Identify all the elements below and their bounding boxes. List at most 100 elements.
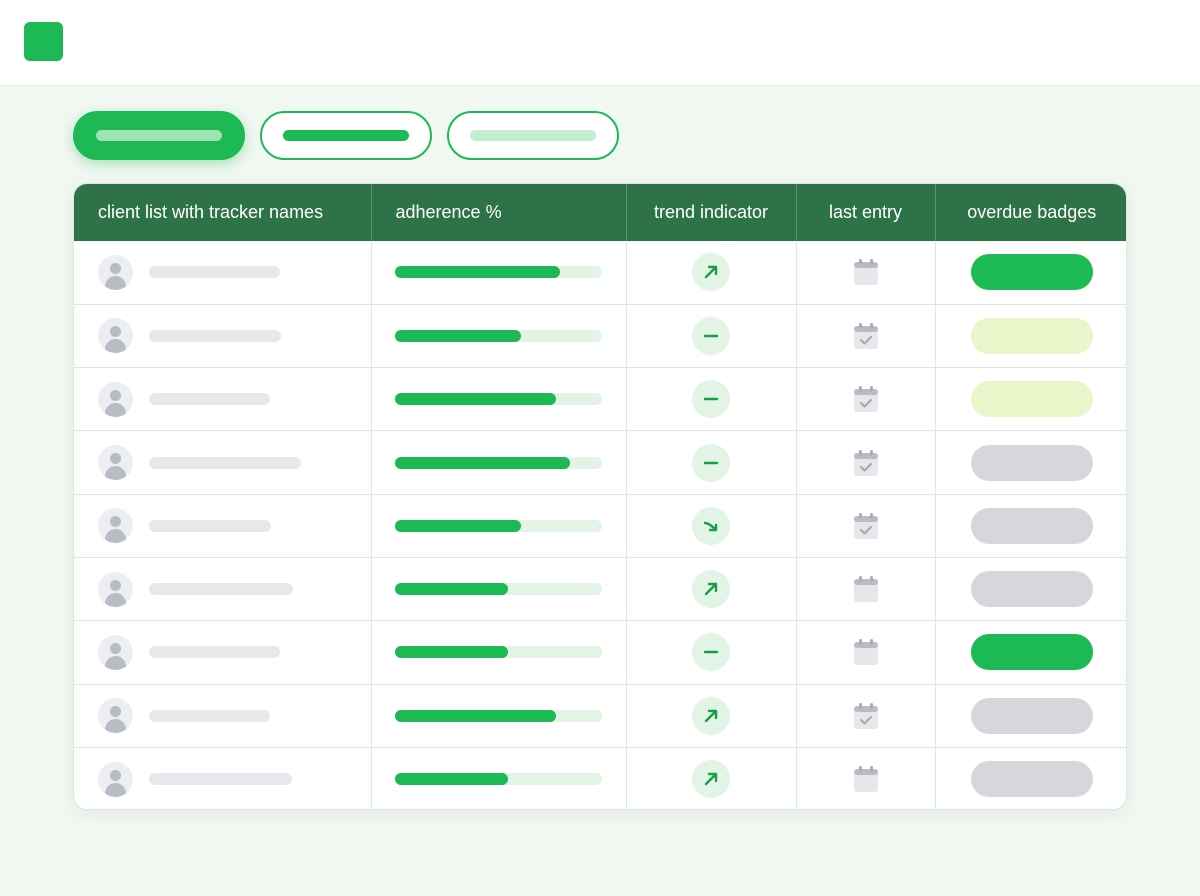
- trend-cell: [626, 684, 797, 748]
- table-row[interactable]: [74, 304, 1126, 369]
- table-row[interactable]: [74, 430, 1126, 495]
- header-overdue[interactable]: overdue badges: [967, 202, 1097, 222]
- table-row[interactable]: [74, 367, 1126, 432]
- client-name-placeholder: [149, 329, 281, 342]
- overdue-cell: [935, 494, 1126, 558]
- adherence-cell: [371, 494, 627, 558]
- client-name-placeholder: [149, 266, 280, 279]
- overdue-cell: [935, 430, 1126, 495]
- tab-label-placeholder: [283, 130, 409, 141]
- table-row[interactable]: [74, 684, 1126, 748]
- calendar-icon: [853, 576, 879, 603]
- last-entry-cell: [796, 557, 936, 622]
- client-name-placeholder: [149, 456, 301, 469]
- last-entry-cell: [796, 747, 936, 809]
- tab-3[interactable]: [447, 111, 619, 160]
- adherence-cell: [371, 747, 627, 809]
- avatar: [98, 508, 133, 544]
- avatar: [98, 381, 133, 417]
- last-entry-cell: [796, 430, 936, 495]
- trend-cell: [626, 430, 797, 495]
- overdue-cell: [935, 557, 1126, 622]
- avatar: [98, 761, 133, 797]
- calendar-icon: [853, 639, 879, 666]
- calendar-check-icon: [853, 386, 879, 413]
- table-row[interactable]: [74, 747, 1126, 809]
- trend-down-icon: [692, 506, 730, 545]
- overdue-cell: [935, 684, 1126, 748]
- client-name-placeholder: [149, 773, 292, 786]
- client-cell: [74, 557, 372, 622]
- avatar: [98, 571, 133, 607]
- avatar: [98, 634, 133, 670]
- avatar: [98, 254, 133, 290]
- trend-flat-icon: [692, 443, 730, 482]
- header-trend[interactable]: trend indicator: [626, 184, 797, 241]
- client-cell: [74, 620, 372, 685]
- header-client[interactable]: client list with tracker names: [74, 184, 372, 241]
- calendar-check-icon: [853, 512, 879, 539]
- trend-cell: [626, 304, 797, 369]
- overdue-badge[interactable]: [970, 444, 1093, 481]
- client-name-placeholder: [149, 519, 271, 532]
- table-body: [74, 241, 1126, 809]
- overdue-badge[interactable]: [970, 507, 1093, 544]
- adherence-bar: [394, 646, 602, 659]
- trend-cell: [626, 494, 797, 558]
- header-last-entry[interactable]: last entry: [796, 184, 936, 241]
- avatar: [98, 445, 133, 481]
- last-entry-cell: [796, 494, 936, 558]
- calendar-check-icon: [853, 322, 879, 349]
- adherence-cell: [371, 430, 627, 495]
- adherence-bar: [394, 329, 602, 342]
- overdue-cell: [935, 367, 1126, 432]
- tab-1[interactable]: [73, 111, 245, 160]
- client-cell: [74, 430, 372, 495]
- table-row[interactable]: [74, 620, 1126, 685]
- adherence-cell: [371, 367, 627, 432]
- filter-tabs: [73, 111, 619, 160]
- overdue-badge[interactable]: [970, 317, 1093, 354]
- adherence-bar: [394, 456, 602, 469]
- adherence-cell: [371, 684, 627, 748]
- overdue-badge[interactable]: [970, 254, 1093, 291]
- overdue-badge[interactable]: [970, 571, 1093, 608]
- client-cell: [74, 684, 372, 748]
- header-adherence[interactable]: adherence %: [371, 184, 627, 241]
- calendar-check-icon: [853, 449, 879, 476]
- client-name-placeholder: [149, 393, 270, 406]
- overdue-badge[interactable]: [970, 761, 1093, 798]
- client-cell: [74, 747, 372, 809]
- overdue-badge[interactable]: [970, 381, 1093, 418]
- overdue-cell: [935, 620, 1126, 685]
- overdue-badge[interactable]: [970, 634, 1093, 671]
- adherence-bar: [394, 393, 602, 406]
- adherence-bar: [394, 773, 602, 786]
- overdue-cell: [935, 747, 1126, 809]
- calendar-icon: [853, 766, 879, 793]
- trend-up-icon: [692, 570, 730, 609]
- table-row[interactable]: [74, 241, 1126, 305]
- overdue-badge[interactable]: [970, 697, 1093, 734]
- client-cell: [74, 367, 372, 432]
- last-entry-cell: [796, 241, 936, 305]
- adherence-cell: [371, 241, 627, 305]
- last-entry-cell: [796, 367, 936, 432]
- trend-up-icon: [692, 760, 730, 799]
- table-row[interactable]: [74, 557, 1126, 622]
- trend-cell: [626, 747, 797, 809]
- last-entry-cell: [796, 684, 936, 748]
- client-cell: [74, 304, 372, 369]
- tab-label-placeholder: [96, 130, 222, 141]
- adherence-bar: [394, 266, 602, 279]
- calendar-icon: [853, 259, 879, 286]
- trend-flat-icon: [692, 380, 730, 419]
- trend-up-icon: [692, 696, 730, 735]
- client-cell: [74, 241, 372, 305]
- client-name-placeholder: [149, 583, 293, 596]
- adherence-bar: [394, 709, 602, 722]
- avatar: [98, 318, 133, 354]
- tab-2[interactable]: [260, 111, 432, 160]
- adherence-cell: [371, 304, 627, 369]
- table-row[interactable]: [74, 494, 1126, 558]
